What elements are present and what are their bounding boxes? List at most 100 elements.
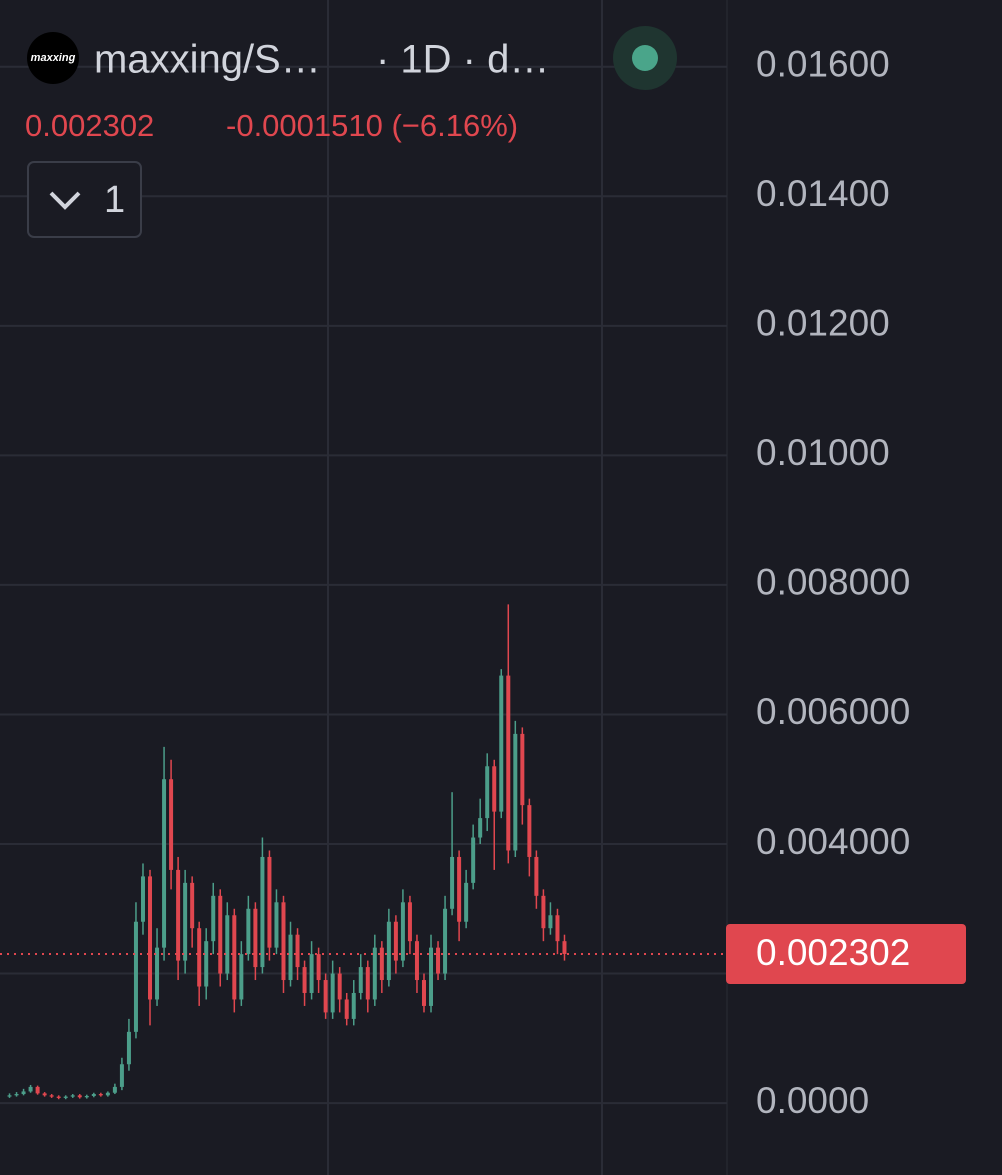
- candle-body: [534, 856, 539, 896]
- candle-body: [239, 954, 244, 1000]
- candle-body: [77, 1095, 82, 1098]
- candle-body: [520, 733, 525, 806]
- candle-body: [14, 1094, 19, 1096]
- candle-body: [91, 1094, 96, 1096]
- candle-body: [162, 779, 167, 948]
- y-tick-label: 0.01400: [756, 173, 890, 214]
- candle-body: [386, 921, 391, 981]
- candle-body: [555, 915, 560, 942]
- last-price: 0.002302: [25, 108, 154, 143]
- candle-body: [414, 941, 419, 981]
- candle-body: [28, 1086, 33, 1092]
- candle-body: [197, 928, 202, 987]
- candle-body: [323, 980, 328, 1013]
- candle-body: [56, 1096, 61, 1098]
- candle-body: [372, 947, 377, 1000]
- candle-body: [7, 1095, 12, 1097]
- candle-body: [485, 766, 490, 819]
- candle-body: [42, 1093, 47, 1096]
- indicators-button[interactable]: [27, 161, 142, 238]
- candle-body: [126, 1031, 131, 1065]
- candle-body: [492, 766, 497, 812]
- candle-body: [98, 1094, 103, 1096]
- candle-body: [478, 818, 483, 838]
- candle-body: [562, 941, 567, 954]
- candle-body: [429, 947, 434, 1006]
- status-dot: [632, 45, 658, 71]
- candle-body: [513, 733, 518, 851]
- candle-body: [393, 921, 398, 961]
- candle-body: [541, 895, 546, 929]
- candle-body: [365, 967, 370, 1000]
- candle-body: [140, 876, 145, 922]
- logo: [27, 32, 79, 84]
- candle-body: [190, 882, 195, 929]
- price-change: -0.0001510 (−6.16%): [226, 108, 518, 143]
- y-tick-label: 0.008000: [756, 562, 910, 603]
- candle-body: [407, 902, 412, 942]
- candle-body: [281, 902, 286, 981]
- candle-body: [35, 1086, 40, 1094]
- candle-body: [119, 1064, 124, 1087]
- candle-body: [316, 954, 321, 981]
- header: maxxing maxxing/S… · 1D · d… 0.002302 -0…: [25, 26, 677, 238]
- candle-body: [70, 1095, 75, 1097]
- candle-body: [232, 915, 237, 1000]
- candle-body: [63, 1096, 68, 1098]
- indicators-count: 1: [104, 179, 125, 221]
- overlay: 0.002302: [0, 923, 966, 984]
- candle-body: [133, 921, 138, 1032]
- candle-body: [379, 947, 384, 981]
- y-tick-label: 0.01200: [756, 303, 890, 344]
- candle-body: [548, 915, 553, 929]
- y-tick-label: 0.01000: [756, 432, 890, 473]
- candle-body: [288, 934, 293, 981]
- candle-body: [155, 947, 160, 1000]
- candle-body: [253, 908, 258, 968]
- candle-body: [112, 1086, 117, 1093]
- candle-body: [450, 856, 455, 909]
- candle-body: [330, 973, 335, 1013]
- candle-body: [267, 856, 272, 948]
- candle-body: [148, 876, 153, 1000]
- y-tick-label: 0.0000: [756, 1080, 869, 1121]
- candle-body: [302, 967, 307, 993]
- y-tick-label: 0.006000: [756, 691, 910, 732]
- y-tick-label: 0.01600: [756, 43, 890, 84]
- candle-body: [49, 1095, 54, 1097]
- candle-body: [295, 934, 300, 968]
- symbol: maxxing/S…: [94, 38, 321, 82]
- candle-body: [443, 908, 448, 974]
- candle-body: [471, 837, 476, 883]
- candle-body: [309, 954, 314, 993]
- interval: · 1D · d…: [376, 38, 549, 82]
- price-tag-label: 0.002302: [756, 932, 910, 973]
- logo-text: maxxing: [31, 52, 76, 64]
- candle-body: [499, 675, 504, 812]
- candle-body: [358, 967, 363, 993]
- candle-body: [274, 902, 279, 948]
- candle-body: [204, 941, 209, 987]
- candle-body: [506, 675, 511, 851]
- candle-body: [464, 882, 469, 922]
- candle-body: [183, 882, 188, 961]
- y-tick-label: 0.004000: [756, 821, 910, 862]
- candle-body: [351, 992, 356, 1019]
- candle-body: [169, 779, 174, 870]
- candle-body: [211, 895, 216, 942]
- candle-body: [421, 980, 426, 1006]
- candle-body: [260, 856, 265, 968]
- candle-body: [225, 915, 230, 974]
- candle-body: [344, 999, 349, 1019]
- candles: [7, 604, 567, 1100]
- candle-body: [527, 805, 532, 857]
- candle-body: [246, 908, 251, 955]
- candle-body: [400, 902, 405, 961]
- candle-body: [21, 1091, 26, 1095]
- candle-body: [176, 869, 181, 961]
- candle-body: [457, 856, 462, 922]
- candle-body: [218, 895, 223, 974]
- candle-body: [84, 1095, 89, 1098]
- candle-body: [337, 973, 342, 1000]
